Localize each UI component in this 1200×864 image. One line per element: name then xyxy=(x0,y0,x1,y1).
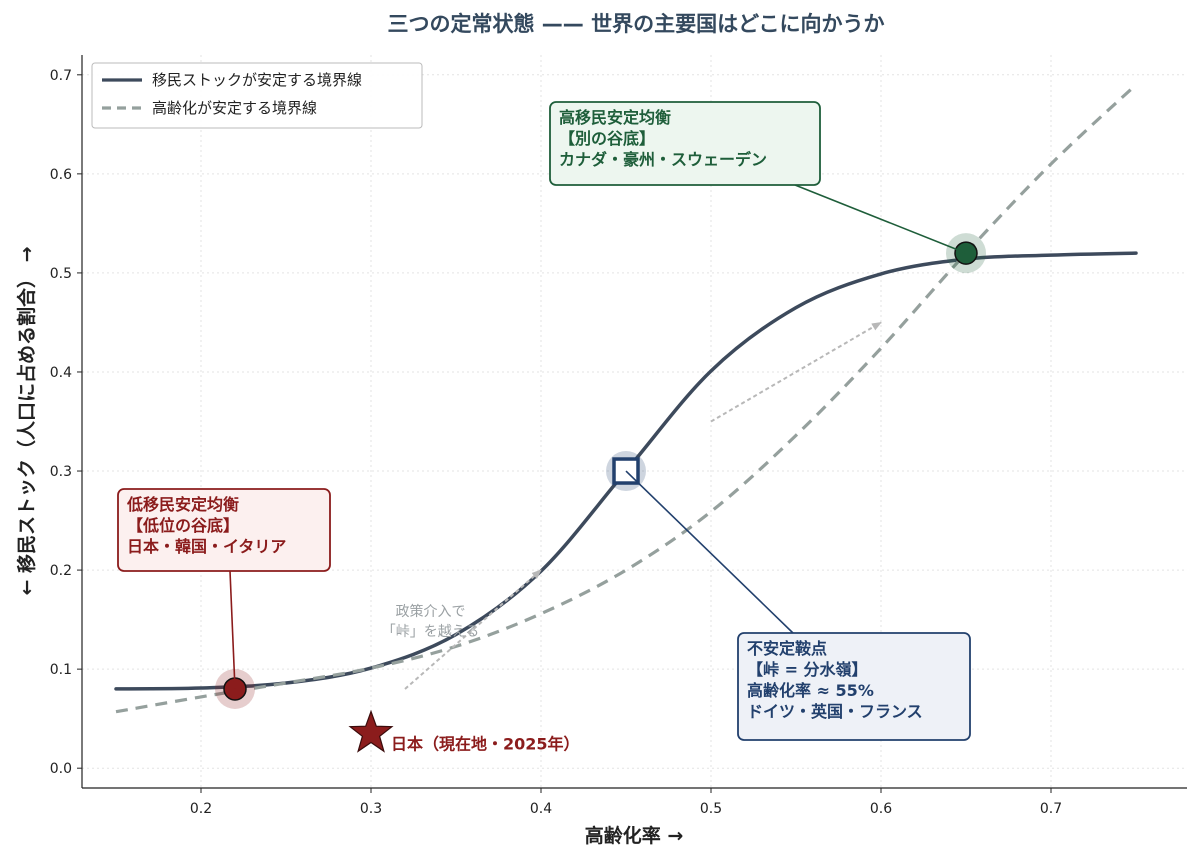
saddle-point-annotation-text: 不安定鞍点 xyxy=(747,639,827,658)
ticks: 0.2 0.3 0.4 0.5 0.6 0.7 0.0 0.1 0.2 0.3 0.4 0.5 0.6 0… xyxy=(50,68,1062,817)
legend-label-2: 高齢化が安定する境界線 xyxy=(152,99,317,117)
low-equilibrium-annotation-text: 低移民安定均衡 xyxy=(126,495,239,514)
y-tick-label: 0.7 xyxy=(50,68,72,84)
y-tick-label: 0.5 xyxy=(50,266,72,282)
y-tick-label: 0.1 xyxy=(50,662,72,678)
legend-label-1: 移民ストックが安定する境界線 xyxy=(152,71,362,89)
high-equilibrium-annotation-box xyxy=(549,101,821,186)
y-axis-label: ← 移民ストック（人口に占める割合） → xyxy=(15,246,38,595)
policy-annotation: 政策介入で「峠」を越える xyxy=(382,321,882,690)
x-axis-label: 高齢化率 → xyxy=(585,824,684,847)
x-tick-label: 0.7 xyxy=(1040,801,1062,817)
x-tick-label: 0.6 xyxy=(870,801,892,817)
x-tick-label: 0.4 xyxy=(530,801,552,817)
policy-label: 「峠」を越える xyxy=(382,624,480,640)
axes xyxy=(81,55,1187,789)
policy-arrow xyxy=(404,569,542,690)
current-position-star xyxy=(348,709,394,753)
high-equilibrium-annotation-text: 高移民安定均衡 xyxy=(559,108,671,127)
saddle-point-annotation-text: 【峠 = 分水嶺】 xyxy=(747,660,868,679)
x-tick-label: 0.5 xyxy=(700,801,722,817)
current-position-label: 日本（現在地・2025年） xyxy=(391,735,580,754)
y-tick-label: 0.0 xyxy=(50,761,72,777)
low-equilibrium-annotation-box xyxy=(117,488,331,572)
x-tick-label: 0.2 xyxy=(190,801,212,817)
saddle-point-annotation-text: 高齢化率 ≈ 55% xyxy=(747,681,874,700)
low-equilibrium-annotation-text: 【低位の谷底】 xyxy=(127,516,239,535)
y-tick-label: 0.3 xyxy=(50,464,72,480)
policy-label: 政策介入で xyxy=(396,603,466,620)
high-equilibrium-annotation-text: カナダ・豪州・スウェーデン xyxy=(559,150,767,169)
high-equilibrium-annotation-leader xyxy=(794,184,967,254)
saddle-point-annotation-text: ドイツ・英国・フランス xyxy=(747,702,923,721)
x-tick-label: 0.3 xyxy=(360,801,382,817)
low-equilibrium-annotation-leader xyxy=(229,570,236,689)
low-equilibrium-annotation-text: 日本・韓国・イタリア xyxy=(127,537,286,556)
legend-box xyxy=(91,62,423,129)
saddle-point-annotation-box xyxy=(737,632,971,741)
y-tick-label: 0.4 xyxy=(50,365,72,381)
y-tick-label: 0.2 xyxy=(50,563,72,579)
chart-title: 三つの定常状態 —— 世界の主要国はどこに向かうか xyxy=(388,12,885,36)
policy-arrow xyxy=(710,321,882,423)
saddle-point-annotation-leader xyxy=(625,470,794,634)
high-equilibrium-annotation-text: 【別の谷底】 xyxy=(559,129,655,148)
y-tick-label: 0.6 xyxy=(50,167,72,183)
